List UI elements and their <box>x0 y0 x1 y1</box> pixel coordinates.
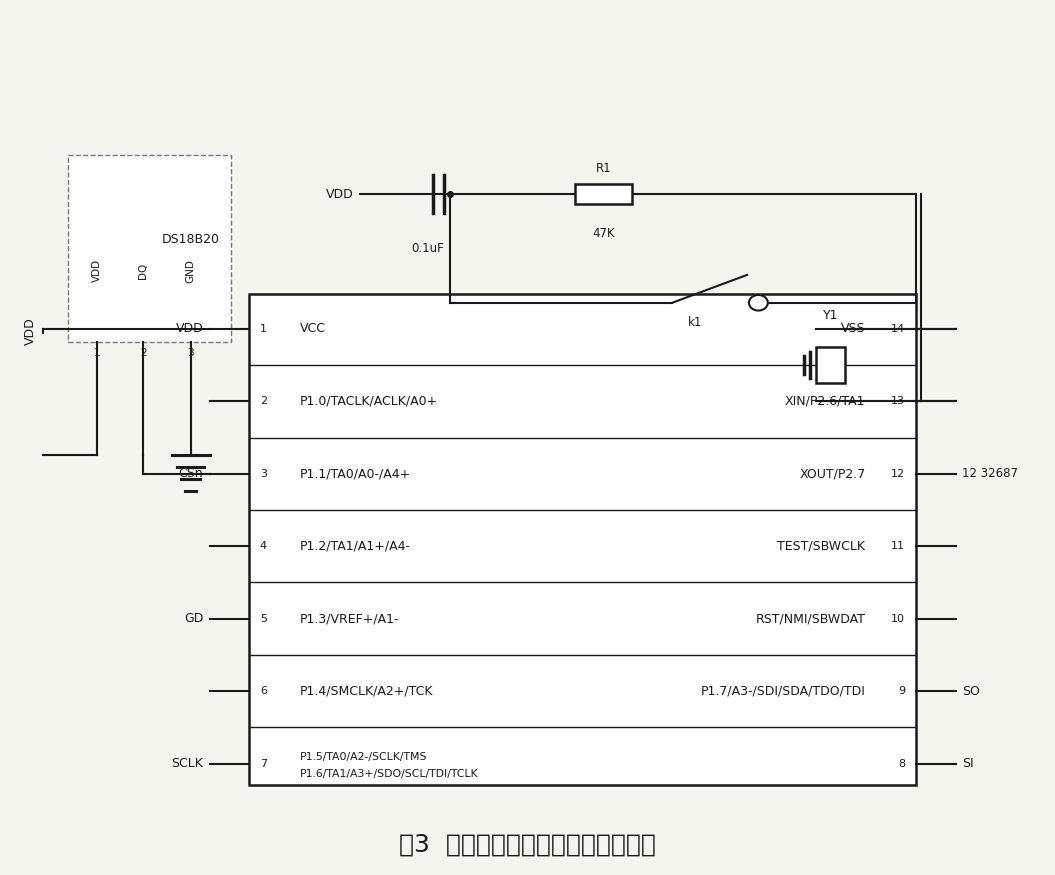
Bar <box>249 294 916 785</box>
Text: SO: SO <box>962 684 980 697</box>
Bar <box>68 155 230 342</box>
Text: 47K: 47K <box>592 228 615 240</box>
Text: DQ: DQ <box>138 262 149 279</box>
Text: 13: 13 <box>891 396 905 406</box>
Text: P1.7/A3-/SDI/SDA/TDO/TDI: P1.7/A3-/SDI/SDA/TDO/TDI <box>701 684 865 697</box>
Text: VDD: VDD <box>175 322 204 335</box>
Text: VDD: VDD <box>92 259 102 283</box>
Text: 图3  传感器与处理器结构模块原理图: 图3 传感器与处理器结构模块原理图 <box>399 832 656 857</box>
Bar <box>575 185 632 204</box>
Text: SCLK: SCLK <box>171 757 204 770</box>
Text: GD: GD <box>184 612 204 625</box>
Text: 14: 14 <box>891 324 905 334</box>
Text: 12 32687: 12 32687 <box>962 467 1018 480</box>
Text: P1.6/TA1/A3+/SDO/SCL/TDI/TCLK: P1.6/TA1/A3+/SDO/SCL/TDI/TCLK <box>300 769 478 779</box>
Text: TEST/SBWCLK: TEST/SBWCLK <box>778 540 865 553</box>
Text: VDD: VDD <box>326 187 353 200</box>
Text: 1: 1 <box>94 348 100 358</box>
Text: SI: SI <box>962 757 974 770</box>
Text: 0.1uF: 0.1uF <box>411 242 444 255</box>
Text: P1.3/VREF+/A1-: P1.3/VREF+/A1- <box>300 612 399 625</box>
Text: 8: 8 <box>898 759 905 768</box>
Text: RST/NMI/SBWDAT: RST/NMI/SBWDAT <box>755 612 865 625</box>
Text: P1.0/TACLK/ACLK/A0+: P1.0/TACLK/ACLK/A0+ <box>300 395 438 408</box>
Text: Y1: Y1 <box>823 309 839 322</box>
Text: VDD: VDD <box>23 317 37 345</box>
Text: 7: 7 <box>260 759 267 768</box>
Text: 2: 2 <box>140 348 147 358</box>
Text: GND: GND <box>186 259 195 283</box>
Text: 4: 4 <box>260 541 267 551</box>
Text: 9: 9 <box>898 686 905 696</box>
Text: 3: 3 <box>188 348 194 358</box>
Text: P1.4/SMCLK/A2+/TCK: P1.4/SMCLK/A2+/TCK <box>300 684 434 697</box>
Text: VCC: VCC <box>300 322 326 335</box>
Text: 3: 3 <box>260 469 267 479</box>
Text: P1.2/TA1/A1+/A4-: P1.2/TA1/A1+/A4- <box>300 540 410 553</box>
Text: k1: k1 <box>688 316 703 329</box>
Text: 5: 5 <box>260 613 267 624</box>
Circle shape <box>749 295 768 311</box>
Text: XOUT/P2.7: XOUT/P2.7 <box>800 467 865 480</box>
Bar <box>817 346 845 383</box>
Text: VSS: VSS <box>841 322 865 335</box>
Text: XIN/P2.6/TA1: XIN/P2.6/TA1 <box>785 395 865 408</box>
Text: 11: 11 <box>891 541 905 551</box>
Text: CSn: CSn <box>178 467 204 480</box>
Text: 12: 12 <box>891 469 905 479</box>
Text: 1: 1 <box>260 324 267 334</box>
Text: DS18B20: DS18B20 <box>162 233 220 246</box>
Text: R1: R1 <box>596 162 612 175</box>
Text: 6: 6 <box>260 686 267 696</box>
Text: P1.1/TA0/A0-/A4+: P1.1/TA0/A0-/A4+ <box>300 467 411 480</box>
Text: 2: 2 <box>260 396 267 406</box>
Text: 10: 10 <box>891 613 905 624</box>
Text: P1.5/TA0/A2-/SCLK/TMS: P1.5/TA0/A2-/SCLK/TMS <box>300 752 427 761</box>
